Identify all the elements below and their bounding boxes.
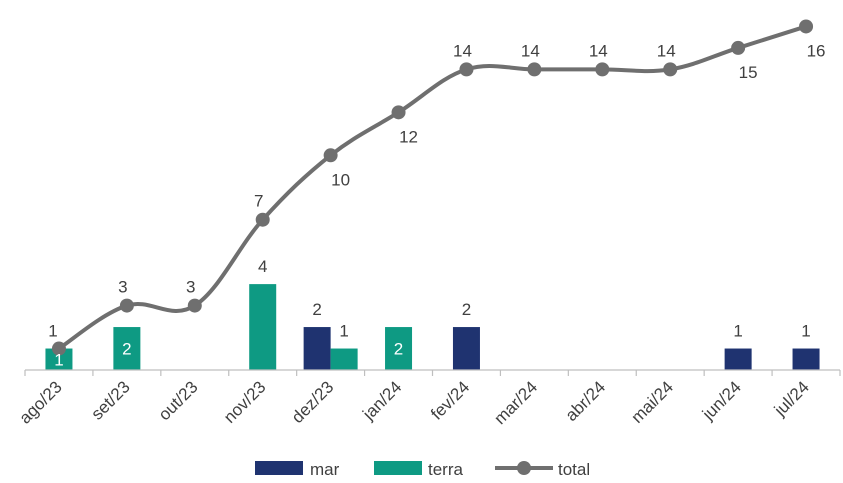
total-point-set/23 (119, 298, 134, 313)
total-point-jul/24 (799, 19, 814, 34)
x-tick-label: fev/24 (427, 377, 473, 423)
legend-marker-total (517, 461, 531, 475)
x-tick-label: dez/23 (288, 377, 338, 427)
x-tick-label: out/23 (155, 377, 202, 424)
mar-data-label: 1 (801, 322, 810, 341)
total-point-jan/24 (391, 105, 406, 120)
x-tick-label: jan/24 (358, 377, 405, 424)
total-data-label: 15 (739, 63, 758, 82)
x-tick-label: set/23 (88, 377, 134, 423)
x-tick-label: jul/24 (770, 377, 813, 420)
total-data-label: 3 (118, 278, 127, 297)
total-point-mai/24 (663, 62, 678, 77)
mar-bar-jun/24 (724, 348, 752, 370)
mar-bar-dez/23 (303, 327, 331, 370)
total-point-jun/24 (731, 40, 746, 55)
mar-data-label: 2 (462, 300, 471, 319)
terra-bar-set/23 (113, 327, 141, 370)
total-point-dez/23 (323, 148, 338, 163)
total-data-label: 16 (807, 41, 826, 60)
x-tick-labels: ago/23 set/23 out/23 nov/23 dez/23 jan/24 fev/… (16, 377, 813, 428)
total-data-label: 3 (186, 278, 195, 297)
total-data-label: 14 (657, 41, 676, 60)
x-tick-label: mai/24 (628, 377, 678, 427)
total-point-out/23 (187, 298, 202, 313)
x-tick-label: abr/24 (562, 377, 610, 425)
legend-label-mar: mar (310, 460, 340, 479)
total-data-label: 14 (453, 41, 472, 60)
x-tick-label: nov/23 (220, 377, 270, 427)
terra-data-label: 4 (258, 257, 267, 276)
total-data-label: 1 (48, 322, 57, 341)
x-tick-label: mar/24 (490, 377, 541, 428)
total-point-nov/23 (255, 212, 270, 227)
terra-bar-dez/23 (330, 348, 358, 370)
terra-bar-jan/24 (385, 327, 413, 370)
total-data-label: 12 (399, 127, 418, 146)
bars-layer (45, 284, 820, 370)
x-axis-ticks (24, 370, 841, 376)
x-tick-label: ago/23 (16, 377, 66, 427)
mar-bar-fev/24 (452, 327, 480, 370)
legend-label-terra: terra (428, 460, 464, 479)
total-point-fev/24 (459, 62, 474, 77)
legend-label-total: total (558, 460, 590, 479)
terra-data-label: 2 (122, 340, 131, 359)
total-point-abr/24 (595, 62, 610, 77)
total-data-label: 7 (254, 192, 263, 211)
mar-data-label: 1 (733, 322, 742, 341)
mar-data-label: 2 (312, 300, 321, 319)
legend-swatch-mar (255, 461, 303, 475)
total-data-label: 10 (331, 170, 350, 189)
total-data-label: 14 (589, 41, 608, 60)
terra-data-label: 2 (394, 340, 403, 359)
x-tick-label: jun/24 (698, 377, 745, 424)
legend-swatch-terra (374, 461, 422, 475)
legend: mar terra total (255, 460, 590, 479)
mar-bar-jul/24 (792, 348, 820, 370)
line-layer (51, 19, 814, 356)
total-data-label: 14 (521, 41, 540, 60)
total-line (57, 24, 807, 351)
terra-data-label: 1 (54, 350, 63, 369)
total-point-mar/24 (527, 62, 542, 77)
total-point-ago/23 (51, 341, 66, 356)
terra-bar-nov/23 (249, 284, 277, 370)
terra-data-label: 1 (339, 322, 348, 341)
terra-bar-ago/23 (45, 348, 73, 370)
